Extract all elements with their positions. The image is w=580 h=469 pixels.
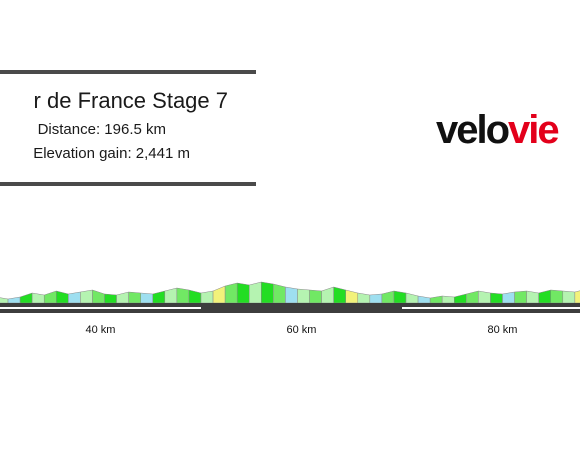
x-tick-label: 40 km: [86, 324, 116, 336]
profile-segment: [309, 289, 322, 304]
stage-title: r de France Stage 7: [33, 88, 228, 113]
distance-value: 196.5 km: [104, 121, 166, 138]
profile-segment: [526, 290, 539, 304]
x-tick-label: 80 km: [488, 324, 518, 336]
profile-segment: [43, 290, 57, 304]
profile-segment: [454, 293, 467, 304]
x-tick-label: 60 km: [287, 324, 317, 336]
brand-logo: velovie: [436, 106, 560, 154]
profile-segment: [441, 295, 455, 304]
profile-segment: [502, 291, 515, 304]
profile-segment: [224, 282, 238, 304]
stage-info-box: r de France Stage 7 Distance: 196.5 km E…: [0, 70, 256, 186]
distance-stat: Distance: 196.5 km: [38, 121, 166, 138]
profile-segment: [212, 285, 226, 304]
profile-segment: [128, 291, 141, 304]
profile-segment: [405, 292, 419, 304]
profile-segment: [490, 292, 503, 304]
profile-segment: [381, 290, 395, 304]
profile-segment: [261, 281, 274, 304]
profile-segment: [31, 292, 45, 304]
profile-segment: [514, 290, 527, 304]
profile-segment: [538, 289, 551, 304]
km-scale-bar: [0, 307, 201, 309]
top-divider: [0, 70, 256, 74]
logo-text-velo: velo: [436, 108, 510, 152]
profile-segment: [68, 291, 81, 304]
profile-segment: [0, 297, 9, 304]
profile-segment: [333, 286, 346, 304]
profile-segment: [176, 287, 190, 304]
profile-segment: [248, 281, 262, 304]
profile-segment: [357, 292, 371, 304]
profile-segment: [550, 289, 564, 304]
profile-segment: [92, 289, 105, 304]
profile-segment: [393, 290, 407, 304]
profile-segment: [164, 287, 178, 304]
elevation-value: 2,441 m: [135, 145, 190, 162]
bottom-divider: [0, 182, 256, 186]
profile-segment: [7, 296, 21, 304]
profile-segment: [417, 295, 431, 304]
profile-areas: [0, 281, 580, 304]
profile-segment: [80, 289, 93, 304]
elevation-label: Elevation gain:: [33, 145, 132, 162]
profile-segment: [140, 292, 154, 304]
profile-segment: [429, 295, 443, 304]
profile-segment: [56, 290, 69, 304]
profile-segment: [345, 289, 359, 304]
profile-segment: [19, 292, 33, 304]
axis-road-strip: [0, 303, 580, 313]
profile-segment: [574, 290, 580, 304]
profile-segment: [369, 293, 383, 304]
km-scale-bar: [402, 307, 580, 309]
profile-segment: [200, 290, 214, 304]
profile-segment: [297, 288, 310, 304]
profile-segment: [236, 282, 250, 304]
profile-segment: [104, 293, 117, 304]
profile-segment: [321, 286, 334, 304]
elevation-stat: Elevation gain: 2,441 m: [33, 145, 190, 162]
distance-label: Distance:: [37, 121, 101, 138]
profile-segment: [152, 290, 166, 304]
profile-segment: [466, 290, 479, 304]
profile-segment: [188, 289, 202, 304]
profile-segment: [478, 290, 491, 304]
logo-text-vie: vie: [508, 108, 560, 152]
profile-segment: [273, 283, 286, 304]
profile-segment: [116, 291, 129, 304]
profile-segment: [562, 290, 576, 304]
profile-segment: [285, 286, 298, 304]
